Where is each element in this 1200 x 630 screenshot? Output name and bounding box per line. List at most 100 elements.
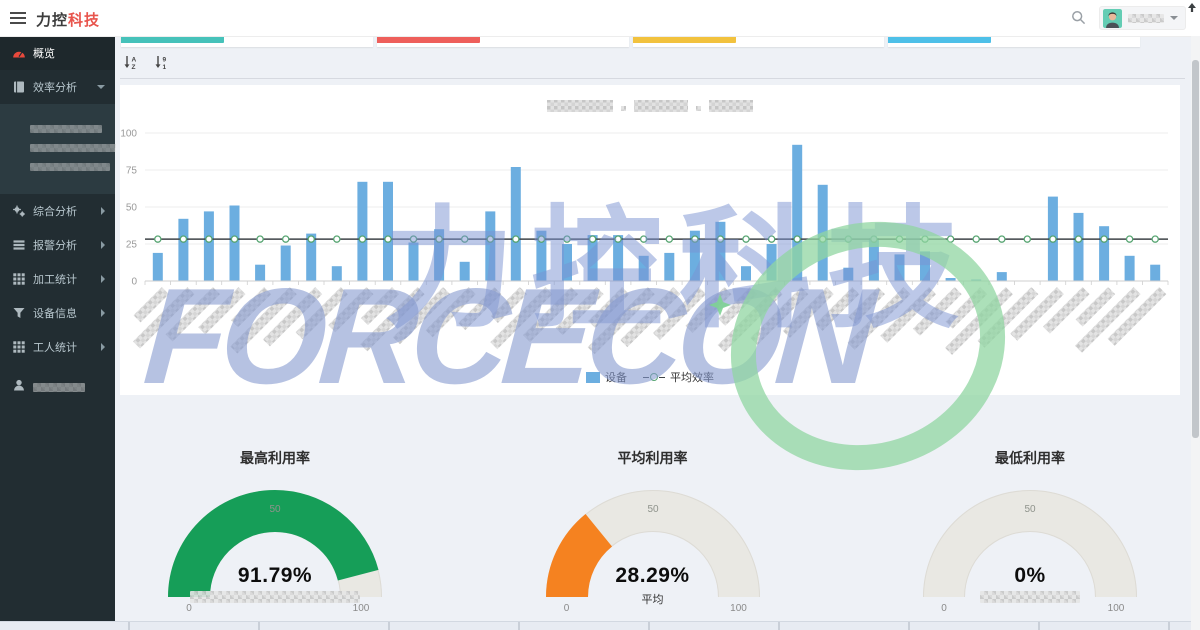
svg-text:A: A [132, 56, 137, 63]
stat-cards-row [121, 36, 1140, 47]
gauge-title: 最高利用率 [240, 450, 310, 466]
stat-card-0[interactable] [121, 36, 373, 47]
svg-text:25: 25 [126, 240, 138, 251]
submenu-item-redacted[interactable] [30, 144, 116, 152]
gauge-min: 最低利用率 50 0% 0 100 [880, 440, 1180, 616]
stat-card-progress [376, 36, 480, 43]
average-marker [946, 235, 955, 243]
bar [766, 244, 777, 281]
average-marker [435, 235, 443, 243]
average-marker [1100, 235, 1108, 243]
sidebar-item-machining-stats[interactable]: 加工统计 [0, 262, 115, 296]
submenu-item-redacted[interactable] [30, 163, 110, 171]
average-marker [512, 235, 520, 243]
stat-card-2[interactable] [632, 36, 885, 47]
bar [894, 254, 905, 281]
bar [817, 184, 828, 281]
legend-item-device[interactable]: 设备 [586, 369, 627, 385]
bar [792, 144, 803, 281]
submenu-item-redacted[interactable] [30, 125, 102, 133]
bar [152, 252, 163, 281]
device-efficiency-chart[interactable]: 0 25 50 75 100 [120, 85, 1180, 357]
gauge-min-tick: 0 [186, 603, 192, 614]
bar [996, 272, 1007, 281]
svg-text:50: 50 [647, 504, 659, 515]
sidebar-nav: 概览效率分析综合分析报警分析加工统计设备信息工人统计 [0, 36, 116, 364]
average-marker [614, 235, 622, 243]
sidebar-item-worker-stats[interactable]: 工人统计 [0, 330, 115, 364]
bar [459, 261, 470, 281]
logo-text-accent: 科技 [68, 12, 101, 29]
svg-text:Z: Z [132, 64, 136, 70]
average-marker [742, 235, 750, 243]
average-marker [1151, 235, 1159, 243]
chart-title-redacted [547, 100, 753, 112]
avatar [1103, 8, 1122, 28]
sidebar-item-overview[interactable]: 概览 [0, 36, 115, 70]
sidebar-item-efficiency-analysis[interactable]: 效率分析 [0, 70, 115, 104]
svg-text:0: 0 [131, 277, 137, 288]
sidebar-item-label: 设备信息 [33, 308, 77, 320]
average-marker [179, 235, 188, 243]
logo-text-primary: 力控 [36, 12, 69, 29]
gears-icon [12, 204, 26, 218]
username-redacted [1128, 13, 1164, 23]
average-marker [665, 235, 674, 243]
gauge-arc: 50 [545, 490, 760, 598]
app-logo[interactable]: 力控科技 [36, 9, 100, 30]
average-marker [563, 235, 571, 243]
bar [715, 221, 726, 281]
average-marker [486, 235, 495, 243]
sidebar-item-label: 综合分析 [33, 206, 77, 218]
average-marker [1074, 235, 1083, 243]
search-icon[interactable] [1071, 10, 1087, 26]
gauge-title: 最低利用率 [995, 450, 1065, 466]
average-marker [895, 235, 904, 243]
gauge-max-tick: 100 [352, 603, 370, 614]
average-marker [639, 235, 648, 243]
toolbar-divider [120, 78, 1185, 79]
caret-down-icon [97, 85, 105, 89]
average-marker [588, 235, 597, 243]
sidebar-item-label: 报警分析 [33, 240, 77, 252]
sidebar-user[interactable] [0, 370, 115, 404]
average-marker [537, 235, 546, 243]
dashboard-icon [12, 46, 26, 60]
caret-right-icon [101, 343, 105, 351]
list-icon [12, 238, 26, 252]
sidebar-item-comprehensive-analysis[interactable]: 综合分析 [0, 194, 115, 228]
user-menu[interactable] [1099, 6, 1186, 30]
average-marker [691, 235, 699, 243]
bar [408, 242, 419, 281]
header-actions [1071, 0, 1186, 36]
bar [920, 251, 930, 281]
bars[interactable] [152, 144, 1161, 281]
menu-toggle-button[interactable] [10, 12, 26, 24]
sidebar: 概览效率分析综合分析报警分析加工统计设备信息工人统计 [0, 36, 116, 622]
legend-item-average[interactable]: 平均效率 [643, 369, 714, 385]
average-marker [154, 235, 162, 243]
sidebar-item-label: 概览 [33, 48, 55, 60]
sidebar-submenu-efficiency-analysis [0, 104, 116, 194]
bar [255, 264, 266, 281]
stat-card-progress [888, 36, 992, 43]
sidebar-item-device-info[interactable]: 设备信息 [0, 296, 115, 330]
stat-card-1[interactable] [376, 36, 629, 47]
sidebar-item-alarm-analysis[interactable]: 报警分析 [0, 228, 115, 262]
sidebar-item-label: 加工统计 [33, 274, 77, 286]
average-line[interactable] [145, 235, 1168, 243]
bar [1150, 264, 1161, 281]
scrollbar-thumb[interactable] [1192, 60, 1199, 438]
chart-legend: 设备 平均效率 [120, 369, 1180, 385]
average-marker [716, 235, 725, 243]
bar [357, 181, 368, 281]
average-marker [1023, 235, 1032, 243]
sidebar-item-label: 效率分析 [33, 82, 77, 94]
bar [536, 230, 547, 281]
stat-card-3[interactable] [888, 36, 1140, 47]
scrollbar-track [1191, 36, 1200, 630]
gauge-sublabel-redacted [980, 591, 1080, 603]
average-marker [460, 235, 469, 243]
